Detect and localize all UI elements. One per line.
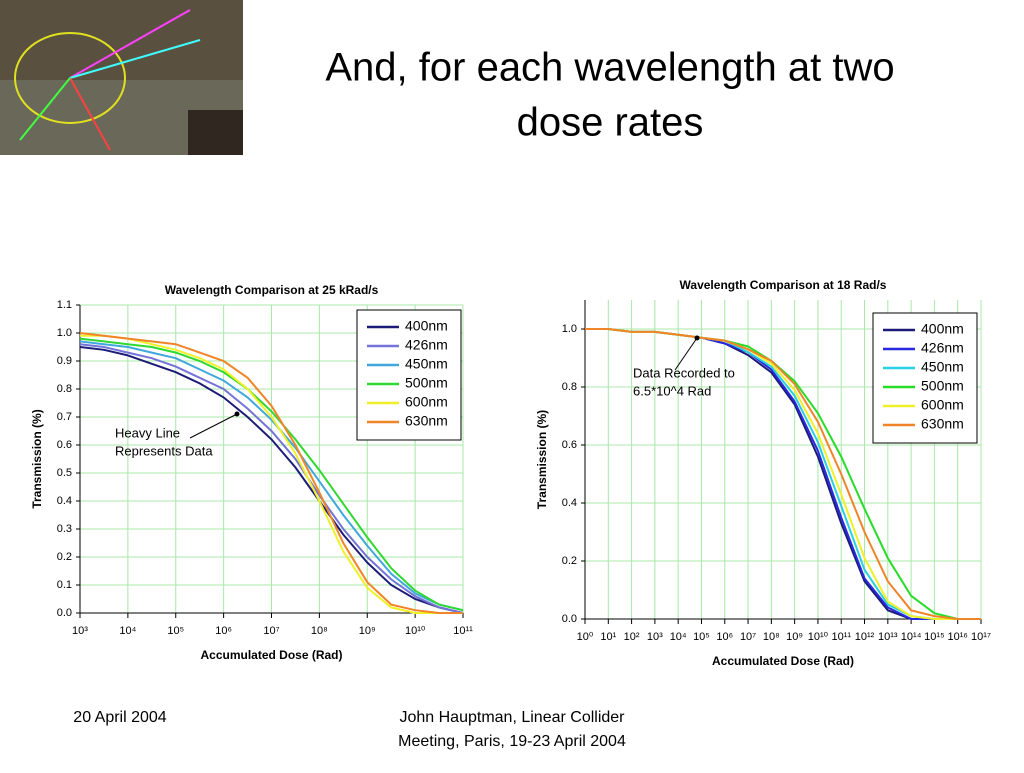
y-tick-label: 0.5	[57, 467, 72, 479]
annotation-arrow	[189, 413, 238, 439]
y-tick-label: 0.8	[57, 383, 72, 395]
legend-label: 450nm	[405, 356, 448, 372]
legend-label: 426nm	[405, 337, 448, 353]
x-tick-label: 10⁸	[311, 625, 328, 637]
y-axis-label: Transmission (%)	[535, 410, 549, 509]
x-tick-label: 10⁵	[167, 625, 184, 637]
x-tick-label: 10¹⁰	[405, 625, 426, 637]
chart: 0.0 0.2 0.4 0.6 0.8 1.0 10⁰ 10¹ 10² 10³ 10⁴ 10⁵ 10⁶ 1…	[535, 278, 991, 668]
x-tick-label: 10¹⁶	[947, 631, 967, 643]
legend-box	[872, 312, 978, 444]
x-tick-label: 10⁵	[693, 631, 710, 643]
legend-box	[356, 309, 462, 441]
x-tick-label: 10⁸	[763, 631, 780, 643]
x-tick-label: 10¹²	[855, 631, 875, 643]
legend-label: 400nm	[405, 318, 448, 334]
x-tick-label: 10¹¹	[831, 631, 851, 643]
data-line	[585, 328, 981, 620]
legend-label: 600nm	[405, 394, 448, 410]
annotation: Heavy Line	[115, 425, 180, 440]
y-tick-label: 0.9	[57, 355, 72, 367]
annotation: Data Recorded to	[633, 365, 735, 380]
footer-author: John Hauptman, Linear Collider	[399, 709, 625, 726]
y-tick-label: 0.2	[562, 555, 577, 567]
x-tick-label: 10¹⁵	[924, 631, 944, 643]
x-tick-label: 10⁶	[215, 625, 232, 637]
y-tick-label: 0.4	[562, 497, 577, 509]
x-tick-label: 10¹⁴	[901, 631, 922, 643]
y-axis-label: Transmission (%)	[30, 409, 44, 508]
legend-label: 400nm	[921, 321, 964, 337]
x-tick-label: 10²	[624, 631, 640, 643]
y-tick-label: 0.0	[57, 607, 72, 619]
slide-title: dose rates	[517, 101, 704, 145]
x-tick-label: 10⁶	[716, 631, 733, 643]
legend-label: 630nm	[405, 413, 448, 429]
footer-author: Meeting, Paris, 19-23 April 2004	[398, 733, 626, 750]
x-tick-label: 10⁴	[670, 631, 687, 643]
x-axis-label: Accumulated Dose (Rad)	[712, 654, 854, 668]
annotation: Represents Data	[115, 443, 213, 458]
y-tick-label: 0.8	[562, 381, 577, 393]
chart-title: Wavelength Comparison at 18 Rad/s	[680, 278, 887, 292]
x-tick-label: 10⁴	[119, 625, 136, 637]
y-tick-label: 0.0	[562, 613, 577, 625]
chart-title: Wavelength Comparison at 25 kRad/s	[165, 283, 379, 297]
legend-label: 630nm	[921, 416, 964, 432]
data-line	[79, 332, 463, 614]
footer-date: 20 April 2004	[73, 709, 167, 726]
legend-label: 500nm	[921, 378, 964, 394]
y-tick-label: 1.0	[562, 323, 577, 335]
data-line	[79, 343, 464, 614]
legend-label: 450nm	[921, 359, 964, 375]
y-tick-label: 1.1	[57, 299, 72, 311]
y-tick-label: 0.7	[57, 411, 72, 423]
y-tick-label: 0.3	[57, 523, 72, 535]
y-tick-label: 0.1	[57, 579, 72, 591]
x-tick-label: 10⁰	[577, 631, 594, 643]
legend-label: 426nm	[921, 340, 964, 356]
data-line	[79, 346, 464, 614]
arrow-head	[234, 411, 240, 417]
x-tick-label: 10¹⁷	[971, 631, 991, 643]
y-tick-label: 0.2	[57, 551, 72, 563]
data-line	[79, 340, 464, 612]
data-line	[80, 334, 463, 614]
legend-label: 600nm	[921, 397, 964, 413]
x-tick-label: 10¹⁰	[808, 631, 829, 643]
logo-image	[0, 0, 243, 155]
y-tick-label: 0.6	[57, 439, 72, 451]
x-tick-label: 10³	[647, 631, 663, 643]
chart: 0.0 0.1 0.2 0.3 0.4 0.5 0.6 0.7 0.8 0.9 1.0 1.1 10³ 1…	[30, 283, 473, 662]
data-line	[79, 337, 464, 612]
x-tick-label: 10¹	[600, 631, 616, 643]
y-tick-label: 0.4	[57, 495, 72, 507]
x-axis-label: Accumulated Dose (Rad)	[200, 648, 342, 662]
y-tick-label: 1.0	[57, 327, 72, 339]
x-tick-label: 10⁹	[359, 625, 376, 637]
legend-label: 500nm	[405, 375, 448, 391]
x-tick-label: 10¹¹	[453, 625, 473, 637]
annotation: 6.5*10^4 Rad	[633, 383, 711, 398]
slide-title: And, for each wavelength at two	[325, 46, 894, 90]
x-tick-label: 10⁷	[740, 631, 756, 643]
x-tick-label: 10³	[72, 625, 88, 637]
x-tick-label: 10⁹	[786, 631, 803, 643]
annotation-arrow	[674, 337, 698, 371]
y-tick-label: 0.6	[562, 439, 577, 451]
arrow-head	[694, 335, 700, 341]
x-tick-label: 10⁷	[263, 625, 279, 637]
x-tick-label: 10¹³	[878, 631, 898, 643]
